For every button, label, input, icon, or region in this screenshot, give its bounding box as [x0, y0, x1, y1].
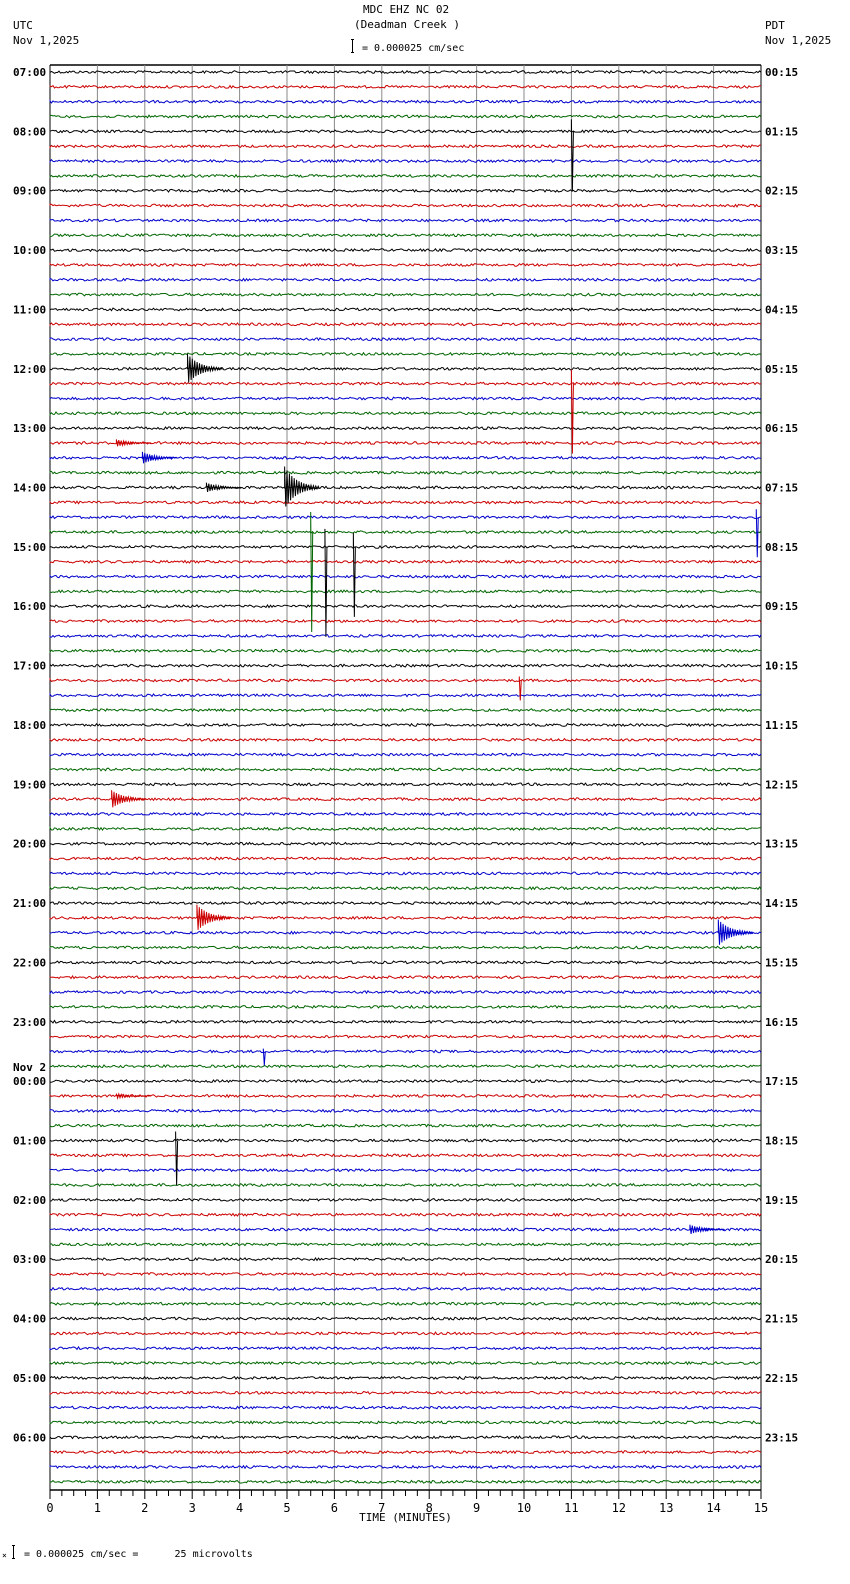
- svg-text:23:00: 23:00: [13, 1016, 46, 1029]
- svg-text:00:15: 00:15: [765, 66, 798, 79]
- right-timezone: PDT: [765, 19, 785, 32]
- svg-text:08:15: 08:15: [765, 541, 798, 554]
- svg-text:11:00: 11:00: [13, 303, 46, 316]
- svg-text:6: 6: [331, 1501, 338, 1515]
- svg-text:22:00: 22:00: [13, 956, 46, 969]
- svg-text:5: 5: [283, 1501, 290, 1515]
- svg-text:04:15: 04:15: [765, 303, 798, 316]
- svg-text:14: 14: [706, 1501, 720, 1515]
- station-subtitle: (Deadman Creek ): [354, 18, 460, 31]
- svg-text:21:15: 21:15: [765, 1313, 798, 1326]
- svg-text:18:00: 18:00: [13, 719, 46, 732]
- svg-text:8: 8: [426, 1501, 433, 1515]
- scale-bar-icon: [351, 39, 354, 53]
- svg-text:04:00: 04:00: [13, 1313, 46, 1326]
- svg-text:17:00: 17:00: [13, 660, 46, 673]
- svg-text:18:15: 18:15: [765, 1134, 798, 1147]
- svg-text:7: 7: [378, 1501, 385, 1515]
- svg-text:9: 9: [473, 1501, 480, 1515]
- svg-text:10:00: 10:00: [13, 244, 46, 257]
- svg-text:09:15: 09:15: [765, 600, 798, 613]
- svg-text:17:15: 17:15: [765, 1075, 798, 1088]
- svg-text:0: 0: [46, 1501, 53, 1515]
- svg-text:11: 11: [564, 1501, 578, 1515]
- right-date: Nov 1,2025: [765, 34, 832, 47]
- svg-text:10: 10: [517, 1501, 531, 1515]
- svg-text:07:00: 07:00: [13, 66, 46, 79]
- svg-text:06:00: 06:00: [13, 1431, 46, 1444]
- footer-scale-icon: [12, 1545, 15, 1559]
- svg-text:06:15: 06:15: [765, 422, 798, 435]
- svg-text:1: 1: [94, 1501, 101, 1515]
- svg-text:08:00: 08:00: [13, 125, 46, 138]
- svg-text:19:00: 19:00: [13, 778, 46, 791]
- svg-text:01:15: 01:15: [765, 125, 798, 138]
- svg-text:14:00: 14:00: [13, 482, 46, 495]
- svg-text:13:15: 13:15: [765, 838, 798, 851]
- svg-text:02:15: 02:15: [765, 185, 798, 198]
- svg-text:12:00: 12:00: [13, 363, 46, 376]
- svg-text:19:15: 19:15: [765, 1194, 798, 1207]
- svg-text:21:00: 21:00: [13, 897, 46, 910]
- svg-text:15: 15: [754, 1501, 768, 1515]
- svg-text:13: 13: [659, 1501, 673, 1515]
- left-timezone: UTC: [13, 19, 33, 32]
- svg-text:20:15: 20:15: [765, 1253, 798, 1266]
- svg-text:15:00: 15:00: [13, 541, 46, 554]
- svg-text:16:00: 16:00: [13, 600, 46, 613]
- svg-text:10:15: 10:15: [765, 660, 798, 673]
- station-title: MDC EHZ NC 02: [363, 3, 450, 16]
- svg-text:03:15: 03:15: [765, 244, 798, 257]
- svg-text:4: 4: [236, 1501, 243, 1515]
- svg-text:14:15: 14:15: [765, 897, 798, 910]
- footer-prefix: ×: [2, 1551, 7, 1560]
- svg-text:2: 2: [141, 1501, 148, 1515]
- svg-text:15:15: 15:15: [765, 956, 798, 969]
- svg-text:12:15: 12:15: [765, 778, 798, 791]
- svg-text:20:00: 20:00: [13, 838, 46, 851]
- svg-text:23:15: 23:15: [765, 1431, 798, 1444]
- svg-text:TIME (MINUTES): TIME (MINUTES): [359, 1511, 452, 1524]
- left-date: Nov 1,2025: [13, 34, 80, 47]
- svg-text:01:00: 01:00: [13, 1134, 46, 1147]
- svg-text:3: 3: [189, 1501, 196, 1515]
- svg-text:09:00: 09:00: [13, 185, 46, 198]
- svg-text:02:00: 02:00: [13, 1194, 46, 1207]
- svg-text:07:15: 07:15: [765, 482, 798, 495]
- svg-text:03:00: 03:00: [13, 1253, 46, 1266]
- footer-scale-note: = 0.000025 cm/sec = 25 microvolts: [24, 1549, 253, 1560]
- svg-text:05:15: 05:15: [765, 363, 798, 376]
- scale-label: = 0.000025 cm/sec: [362, 43, 465, 54]
- svg-text:Nov 2: Nov 2: [13, 1061, 46, 1074]
- svg-text:12: 12: [612, 1501, 626, 1515]
- svg-text:05:00: 05:00: [13, 1372, 46, 1385]
- svg-text:16:15: 16:15: [765, 1016, 798, 1029]
- svg-text:13:00: 13:00: [13, 422, 46, 435]
- svg-text:00:00: 00:00: [13, 1075, 46, 1088]
- svg-text:11:15: 11:15: [765, 719, 798, 732]
- svg-text:22:15: 22:15: [765, 1372, 798, 1385]
